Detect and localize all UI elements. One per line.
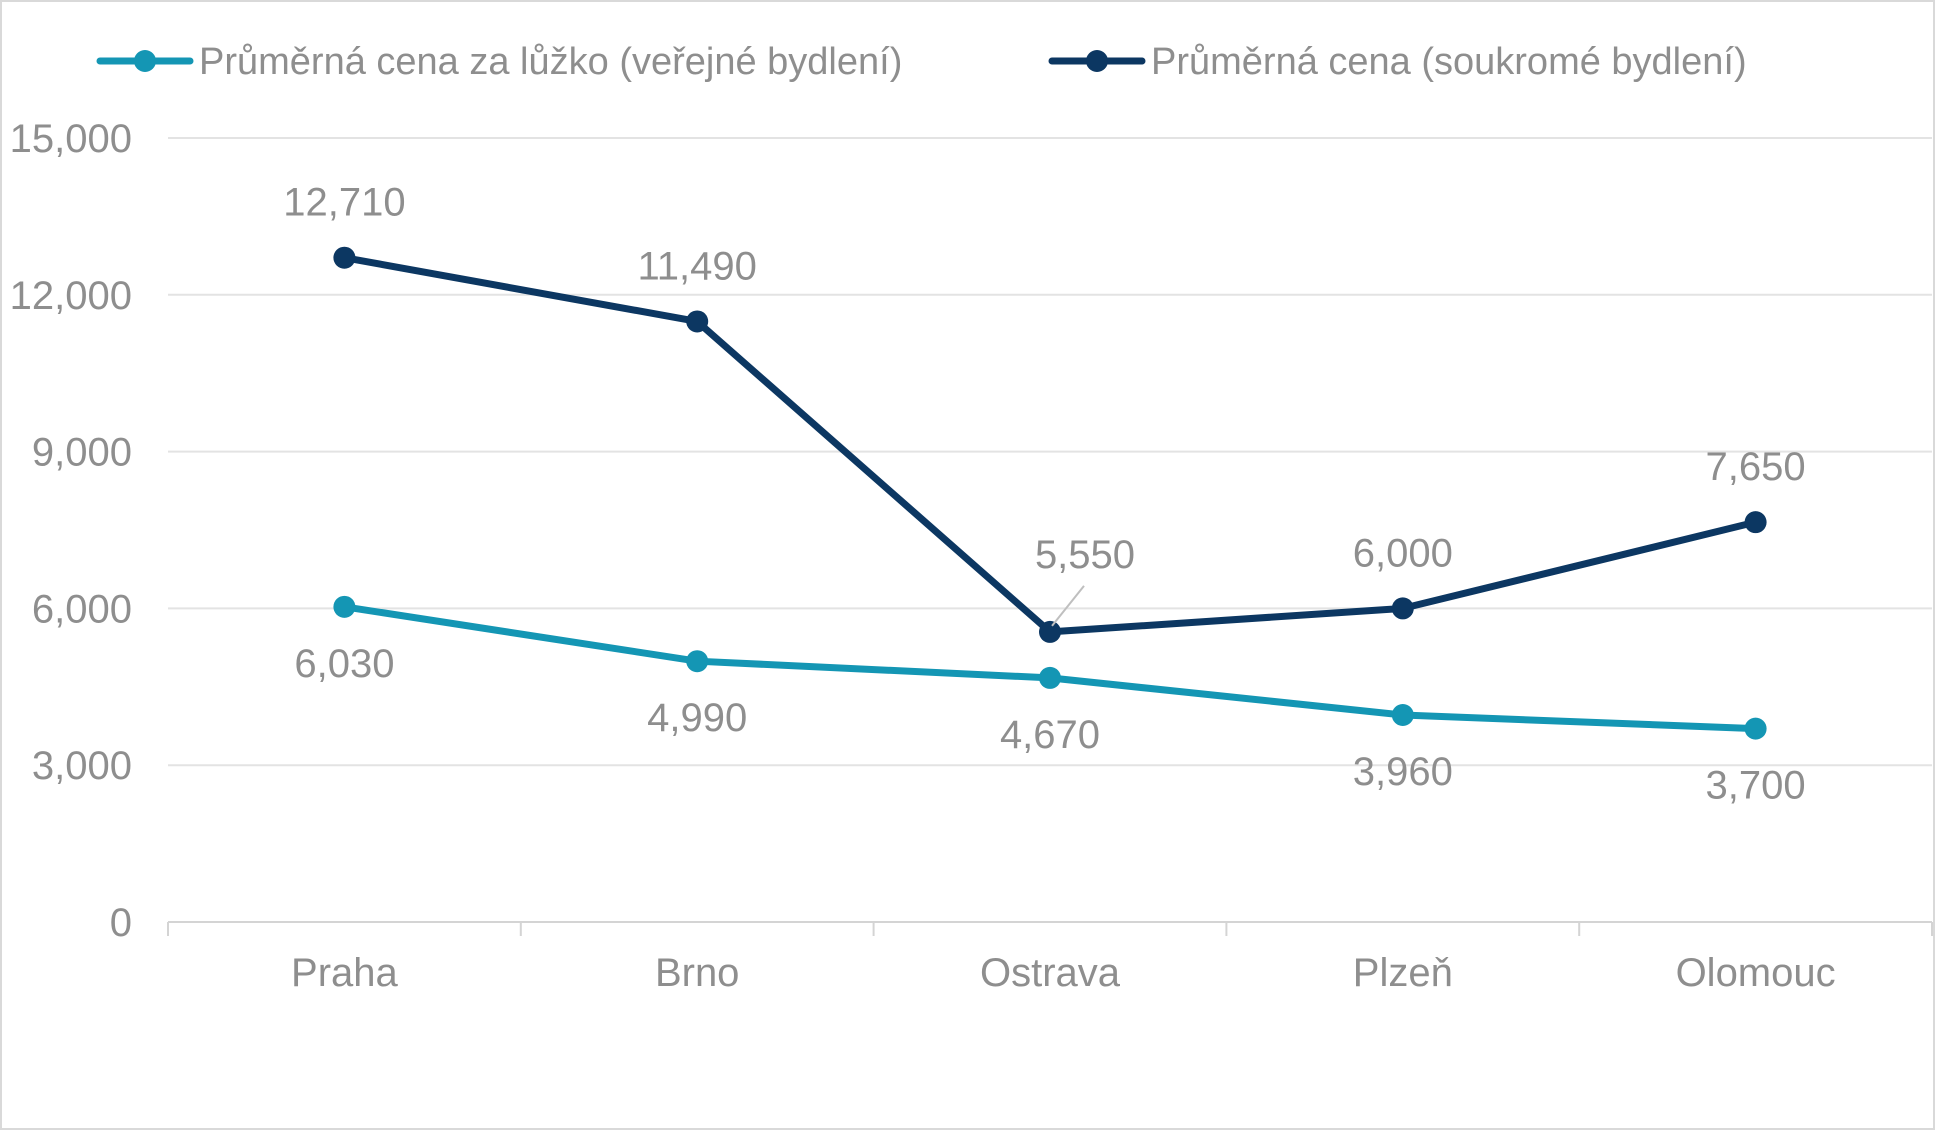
legend-item-1: Průměrná cena za lůžko (veřejné bydlení) bbox=[96, 41, 902, 83]
data-point bbox=[1744, 717, 1767, 740]
data-label: 4,670 bbox=[1000, 713, 1100, 757]
y-tick-label: 12,000 bbox=[10, 274, 132, 318]
gridlines bbox=[168, 137, 1932, 767]
y-tick-label: 3,000 bbox=[32, 744, 132, 788]
series-1: 6,030 4,990 4,670 3,960 3,700 bbox=[294, 595, 1806, 808]
x-tick-label: Brno bbox=[655, 951, 740, 995]
legend-swatch-marker bbox=[1086, 50, 1108, 72]
data-label: 6,030 bbox=[294, 642, 394, 686]
data-point bbox=[686, 650, 709, 673]
data-point bbox=[333, 595, 356, 618]
legend-label: Průměrná cena (soukromé bydlení) bbox=[1151, 41, 1747, 83]
legend: Průměrná cena za lůžko (veřejné bydlení)… bbox=[96, 41, 1747, 83]
data-point bbox=[1391, 704, 1414, 727]
y-tick-label: 0 bbox=[110, 901, 132, 945]
legend-item-2: Průměrná cena (soukromé bydlení) bbox=[1048, 41, 1747, 83]
x-axis: Praha Brno Ostrava Plzeň Olomouc bbox=[167, 921, 1933, 995]
x-tick-label: Ostrava bbox=[980, 951, 1121, 995]
data-point bbox=[686, 310, 709, 333]
data-point bbox=[1744, 511, 1767, 534]
data-label: 5,550 bbox=[1035, 533, 1135, 577]
legend-swatch-marker bbox=[134, 50, 156, 72]
y-tick-label: 6,000 bbox=[32, 587, 132, 631]
data-label: 4,990 bbox=[647, 696, 747, 740]
y-tick-label: 9,000 bbox=[32, 431, 132, 475]
x-tick-label: Olomouc bbox=[1676, 951, 1836, 995]
data-point bbox=[1391, 597, 1414, 620]
data-point bbox=[1039, 620, 1061, 643]
y-tick-label: 15,000 bbox=[10, 117, 132, 161]
data-point bbox=[1039, 666, 1061, 689]
data-label: 3,960 bbox=[1353, 750, 1453, 794]
series-2: 12,710 11,490 5,550 6,000 7,650 bbox=[283, 181, 1806, 643]
data-label: 12,710 bbox=[283, 181, 405, 225]
data-point bbox=[333, 246, 356, 269]
legend-label: Průměrná cena za lůžko (veřejné bydlení) bbox=[199, 41, 902, 83]
x-tick-label: Praha bbox=[291, 951, 398, 995]
series-layer: 6,030 4,990 4,670 3,960 3,700 12,710 11,490 5,5… bbox=[283, 181, 1805, 808]
data-label: 7,650 bbox=[1706, 445, 1806, 489]
data-label: 11,490 bbox=[638, 244, 757, 288]
data-label: 3,700 bbox=[1706, 764, 1806, 808]
x-tick-label: Plzeň bbox=[1353, 951, 1453, 995]
y-axis: 0 3,000 6,000 9,000 12,000 15,000 bbox=[10, 117, 132, 945]
data-label: 6,000 bbox=[1353, 531, 1453, 575]
data-label-leader bbox=[1051, 585, 1085, 627]
